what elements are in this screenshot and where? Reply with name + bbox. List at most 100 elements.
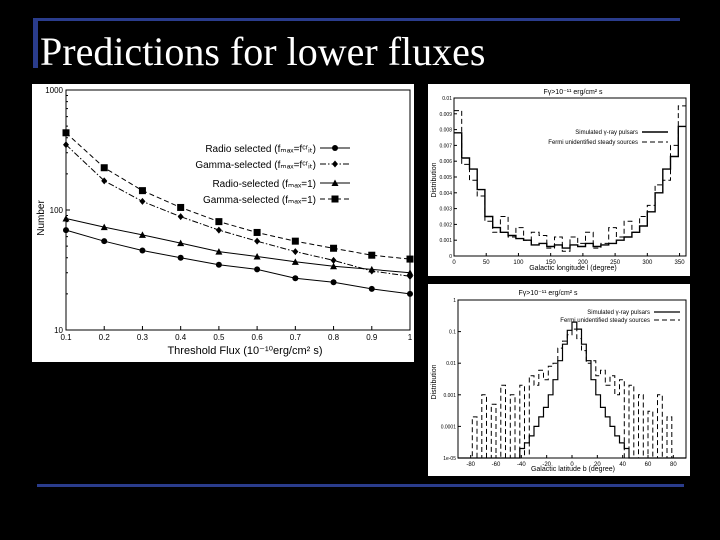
x-tick-label: 0.6 [252,333,264,342]
x-tick-label: 0.1 [60,333,72,342]
data-point-3 [330,244,338,252]
data-point-1 [177,213,184,221]
y-tick-label: 0.005 [439,175,452,181]
lat-ylabel: Distribution [431,364,438,399]
data-point-2 [138,231,146,238]
data-point-2 [215,248,223,255]
histogram-1 [458,328,686,459]
data-point-1 [101,177,108,185]
data-point-0 [215,261,222,268]
x-tick-label: 0.2 [99,333,111,342]
series-line-3 [65,132,411,260]
lat-xlabel: Galactic latitude b (degree) [531,466,615,473]
y-tick-label: 1000 [45,86,63,95]
latitude-distribution-chart: Fγ>10⁻¹¹ erg/cm² s Galactic latitude b (… [428,284,690,476]
histogram-0 [458,321,686,459]
series-line-0 [65,229,411,295]
data-point-2 [330,262,338,270]
data-point-0 [330,279,337,286]
x-tick-label: 0.7 [290,333,302,342]
x-tick-label: 50 [483,260,490,266]
data-point-0 [254,266,261,273]
data-point-2 [291,258,299,265]
x-tick-label: 200 [578,260,589,266]
legend-label: Fermi unidentified steady sources [560,318,650,324]
y-tick-label: 0.0001 [441,424,457,430]
data-point-2 [368,265,376,273]
y-tick-label: 100 [50,206,64,215]
data-point-1 [292,248,299,256]
x-tick-label: -40 [517,462,526,468]
lon-ylabel: Distribution [431,162,438,197]
x-tick-label: -20 [542,462,551,468]
data-point-2 [406,269,414,276]
data-point-3 [368,251,376,259]
legend-marker [331,179,339,186]
data-point-1 [215,226,222,234]
lon-xlabel: Galactic longitude l (degree) [529,265,617,272]
data-point-0 [407,290,413,297]
plot-frame [65,89,411,331]
latitude-distribution-svg: Fγ>10⁻¹¹ erg/cm² s Galactic latitude b (… [431,290,687,473]
data-point-3 [215,218,223,226]
data-point-0 [139,247,146,254]
x-tick-label: 40 [619,462,626,468]
y-tick-label: 0.002 [439,222,452,228]
y-tick-label: 10 [54,326,63,335]
data-point-2 [62,214,70,222]
x-tick-label: -60 [492,462,501,468]
y-tick-label: 0.009 [439,112,452,118]
legend-marker [331,195,339,203]
number-vs-flux-chart: Threshold Flux (10⁻¹⁰erg/cm² s) Number 0… [32,84,414,362]
y-tick-label: 1 [453,298,456,304]
x-tick-label: 0 [570,462,574,468]
longitude-distribution-chart: Fγ>10⁻¹¹ erg/cm² s Galactic longitude l … [428,84,690,276]
lon-title: Fγ>10⁻¹¹ erg/cm² s [543,89,603,96]
data-point-1 [139,197,146,205]
chart-xlabel: Threshold Flux (10⁻¹⁰erg/cm² s) [167,345,322,357]
x-tick-label: 0.4 [175,333,187,342]
y-tick-label: 0.01 [442,96,452,102]
legend-label: Gamma-selected (fₘₐₓ=1) [203,195,316,206]
legend-label: Simulated γ-ray pulsars [587,310,650,316]
title-top-rule [33,18,680,21]
legend-label: Gamma-selected (fₘₐₓ=fᶜʳᵢₜ) [195,160,316,171]
legend-marker [332,160,338,168]
y-tick-label: 0.1 [449,330,456,336]
legend-label: Radio selected (fₘₐₓ=fᶜʳᵢₜ) [205,144,316,155]
histogram-1 [454,105,686,252]
number-vs-flux-svg: Threshold Flux (10⁻¹⁰erg/cm² s) Number 0… [36,86,414,357]
x-tick-label: 60 [645,462,652,468]
longitude-distribution-svg: Fγ>10⁻¹¹ erg/cm² s Galactic longitude l … [431,89,687,272]
lat-title: Fγ>10⁻¹¹ erg/cm² s [518,290,578,297]
data-point-2 [253,252,261,260]
x-tick-label: 300 [642,260,653,266]
plot-frame [453,97,687,257]
x-tick-label: 250 [610,260,621,266]
y-tick-label: 0.008 [439,128,452,134]
series-line-1 [65,144,411,277]
legend-label: Fermi unidentified steady sources [548,140,638,146]
chart-ylabel: Number [36,200,47,236]
footer-rule [37,484,684,487]
y-tick-label: 0.003 [439,207,452,213]
data-point-1 [63,141,69,149]
x-tick-label: 150 [546,260,557,266]
y-tick-label: 0.004 [439,191,452,197]
data-point-3 [253,228,261,236]
data-point-1 [254,237,261,245]
x-tick-label: 80 [670,462,677,468]
y-tick-label: 0.001 [443,393,456,399]
x-tick-label: 20 [594,462,601,468]
series-line-2 [65,218,411,274]
y-tick-label: 0 [449,254,452,260]
y-tick-label: 0.001 [439,238,452,244]
data-point-3 [177,203,185,211]
x-tick-label: 0.8 [328,333,340,342]
legend-label: Radio-selected (fₘₐₓ=1) [212,179,316,190]
data-point-3 [138,187,146,195]
data-point-0 [101,238,108,245]
y-tick-label: 0.01 [446,361,456,367]
x-tick-label: 350 [675,260,686,266]
x-tick-label: 0.3 [137,333,149,342]
